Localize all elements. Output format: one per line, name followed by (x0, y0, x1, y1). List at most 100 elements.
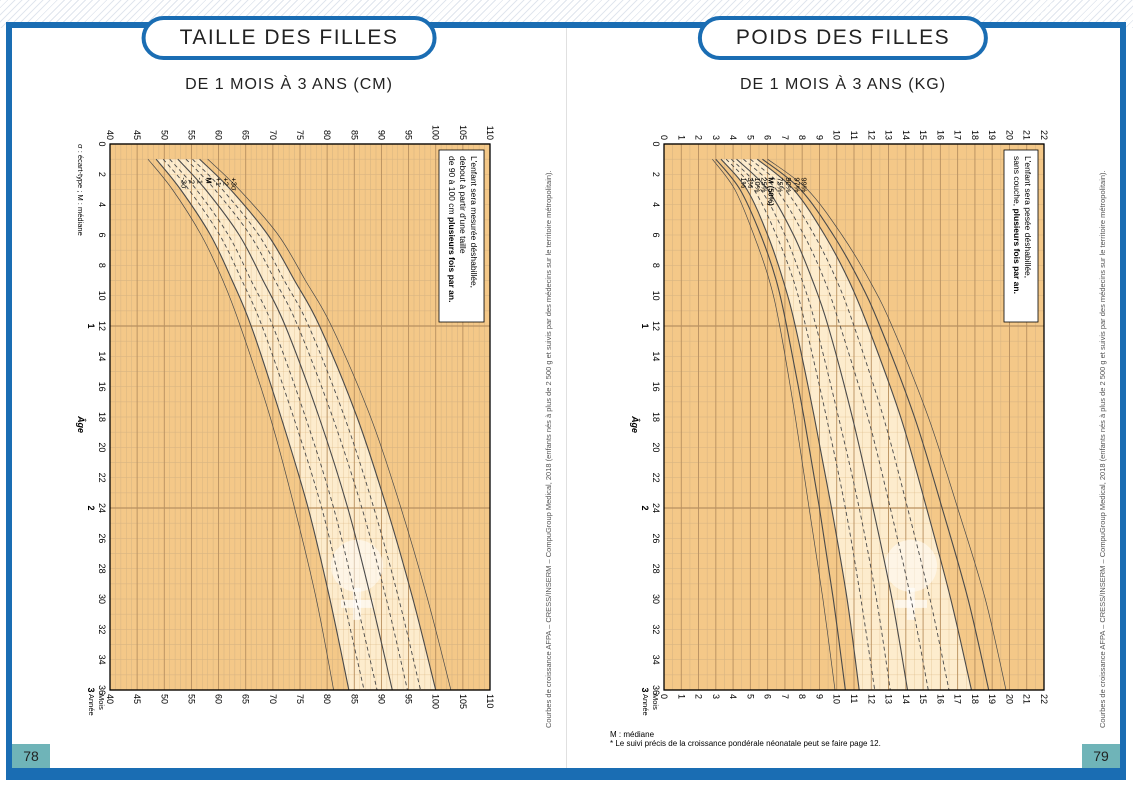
svg-text:20: 20 (1004, 694, 1014, 704)
page-right: POIDS DES FILLES DE 1 MOIS À 3 ANS (KG) … (566, 28, 1120, 768)
title-tab-wrap: POIDS DES FILLES (698, 16, 988, 60)
svg-text:Année: Année (641, 694, 650, 716)
svg-text:σ : écart-type ; M : médiane: σ : écart-type ; M : médiane (76, 144, 85, 236)
svg-text:1: 1 (86, 323, 96, 328)
svg-text:2: 2 (651, 172, 661, 177)
svg-text:28: 28 (97, 564, 107, 574)
svg-text:4: 4 (651, 202, 661, 207)
svg-text:11: 11 (849, 694, 859, 703)
svg-text:Mois: Mois (97, 694, 106, 710)
svg-text:60: 60 (214, 130, 224, 140)
chart-area: 4040454550505555606065657070757580808585… (74, 112, 504, 722)
subtitle: DE 1 MOIS À 3 ANS (KG) (566, 76, 1120, 94)
title-tab: TAILLE DES FILLES (142, 16, 437, 60)
svg-text:45: 45 (132, 130, 142, 140)
chart-rotated: 4040454550505555606065657070757580808585… (74, 112, 504, 722)
svg-text:sans couche, plusieurs fois pa: sans couche, plusieurs fois par an. (1012, 156, 1022, 294)
svg-text:4: 4 (728, 694, 738, 699)
svg-text:6: 6 (763, 694, 773, 699)
svg-text:14: 14 (901, 694, 911, 704)
svg-text:97%: 97% (793, 177, 802, 192)
svg-text:0: 0 (651, 141, 661, 146)
svg-text:11: 11 (849, 131, 859, 140)
svg-text:22: 22 (1039, 694, 1049, 704)
source-credit: Courbes de croissance AFPA – CRESS/INSER… (544, 170, 553, 728)
svg-text:13: 13 (884, 130, 894, 140)
svg-text:90: 90 (376, 130, 386, 140)
chart-area: 0011223344556677889910101111121213131414… (628, 112, 1058, 722)
svg-text:-2: -2 (188, 177, 197, 184)
svg-text:16: 16 (97, 382, 107, 392)
svg-text:5: 5 (745, 135, 755, 140)
chart-footnote: M : médiane * Le suivi précis de la croi… (610, 730, 881, 748)
svg-text:9: 9 (814, 694, 824, 699)
svg-text:80: 80 (322, 694, 332, 704)
svg-text:17: 17 (953, 694, 963, 704)
svg-text:Mois: Mois (651, 694, 660, 710)
subtitle: DE 1 MOIS À 3 ANS (CM) (12, 76, 566, 94)
svg-text:0: 0 (97, 141, 107, 146)
svg-text:1: 1 (676, 694, 686, 699)
svg-text:6: 6 (763, 135, 773, 140)
svg-text:20: 20 (97, 442, 107, 452)
svg-text:Année: Année (87, 694, 96, 716)
svg-text:26: 26 (97, 533, 107, 543)
svg-text:7: 7 (780, 135, 790, 140)
footnote-ref: * Le suivi précis de la croissance pondé… (610, 739, 881, 748)
svg-text:100: 100 (431, 694, 441, 709)
svg-text:24: 24 (97, 503, 107, 513)
page-container: TAILLE DES FILLES DE 1 MOIS À 3 ANS (CM)… (12, 28, 1120, 768)
svg-text:4: 4 (728, 135, 738, 140)
svg-text:9: 9 (814, 135, 824, 140)
svg-text:50: 50 (159, 130, 169, 140)
svg-text:30: 30 (651, 594, 661, 604)
svg-text:10: 10 (97, 291, 107, 301)
svg-text:8: 8 (797, 135, 807, 140)
svg-text:14: 14 (651, 351, 661, 361)
svg-text:debout à partir d'une taille: debout à partir d'une taille (458, 156, 468, 254)
svg-text:13: 13 (884, 694, 894, 704)
svg-text:15: 15 (918, 130, 928, 140)
svg-text:95: 95 (404, 130, 414, 140)
svg-text:110: 110 (485, 694, 495, 708)
svg-text:7: 7 (780, 694, 790, 699)
svg-text:L'enfant sera pesée déshabillé: L'enfant sera pesée déshabillée, (1023, 156, 1033, 278)
svg-text:12: 12 (97, 321, 107, 331)
svg-text:21: 21 (1022, 130, 1032, 140)
svg-text:45: 45 (132, 694, 142, 704)
page-number: 79 (1082, 744, 1120, 768)
svg-text:2: 2 (640, 505, 650, 510)
svg-text:2: 2 (694, 694, 704, 699)
source-credit: Courbes de croissance AFPA – CRESS/INSER… (1098, 170, 1107, 728)
svg-text:22: 22 (1039, 130, 1049, 140)
svg-text:18: 18 (970, 694, 980, 704)
growth-chart-weight: 0011223344556677889910101111121213131414… (628, 112, 1058, 722)
svg-text:80: 80 (322, 130, 332, 140)
svg-text:+1: +1 (214, 177, 223, 186)
svg-text:19: 19 (987, 694, 997, 704)
svg-text:3: 3 (640, 687, 650, 692)
svg-text:3: 3 (711, 694, 721, 699)
svg-text:2: 2 (97, 172, 107, 177)
svg-text:75: 75 (295, 130, 305, 140)
title-tab-wrap: TAILLE DES FILLES (142, 16, 437, 60)
svg-text:8: 8 (651, 263, 661, 268)
svg-text:105: 105 (458, 694, 468, 709)
svg-text:0: 0 (659, 135, 669, 140)
footnote-median: M : médiane (610, 730, 654, 739)
svg-text:18: 18 (651, 412, 661, 422)
svg-text:32: 32 (97, 624, 107, 634)
svg-text:6: 6 (97, 232, 107, 237)
svg-text:1%: 1% (739, 177, 748, 188)
svg-text:3: 3 (711, 135, 721, 140)
svg-text:50: 50 (159, 694, 169, 704)
svg-text:8: 8 (97, 263, 107, 268)
svg-text:8: 8 (797, 694, 807, 699)
svg-text:M: M (205, 177, 214, 183)
svg-text:100: 100 (431, 125, 441, 140)
svg-text:12: 12 (866, 130, 876, 140)
svg-text:26: 26 (651, 533, 661, 543)
svg-text:10: 10 (651, 291, 661, 301)
svg-text:34: 34 (97, 655, 107, 665)
svg-text:14: 14 (901, 130, 911, 140)
